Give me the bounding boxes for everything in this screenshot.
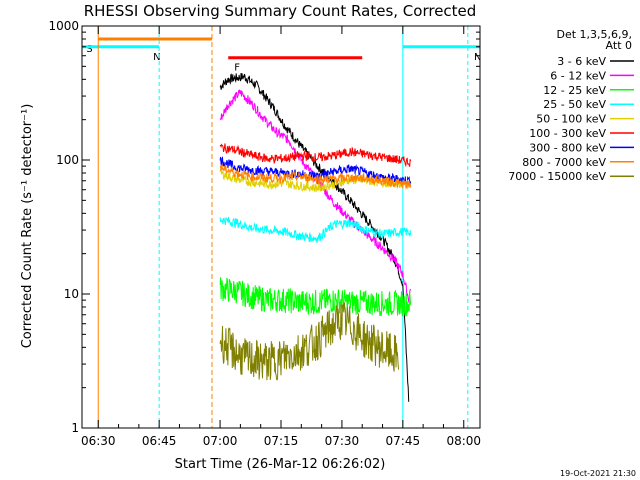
x-tick-label: 07:15 [264,434,299,448]
attenuator-bars: S N N F [82,26,481,428]
y-tick-label: 1 [71,421,79,435]
legend-label: 25 - 50 keV [543,98,606,111]
legend-label: 800 - 7000 keV [522,156,606,169]
series-line-8 [219,163,412,190]
series-line-9 [219,302,399,381]
legend-label: 12 - 25 keV [543,84,606,97]
state-label-F: F [234,63,240,74]
legend-label: 300 - 800 keV [529,141,606,154]
series-lines [219,73,412,402]
x-axis-label: Start Time (26-Mar-12 06:26:02) [175,457,386,472]
series-line-2 [219,89,412,303]
legend-label: 100 - 300 keV [529,127,606,140]
x-tick-label: 07:45 [386,434,421,448]
state-label-S: S [86,44,92,55]
y-tick-label: 100 [56,153,79,167]
chart-title: RHESSI Observing Summary Count Rates, Co… [84,2,477,20]
x-tick-label: 06:30 [81,434,116,448]
y-axis-label: Corrected Count Rate (s⁻¹ detector⁻¹) [20,104,35,349]
legend-title: Att 0 [606,39,632,52]
series-line-3 [219,277,412,318]
x-tick-label: 07:00 [203,434,238,448]
x-tick-label: 08:00 [446,434,481,448]
legend-label: 3 - 6 keV [557,55,606,68]
x-tick-label: 06:45 [142,434,177,448]
legend-label: 50 - 100 keV [536,113,606,126]
y-tick-label: 1000 [48,19,79,33]
y-tick-label: 10 [64,287,79,301]
x-tick-label: 07:30 [325,434,360,448]
legend-title: Det 1,3,5,6,9, [556,28,632,41]
legend-label: 7000 - 15000 keV [508,170,606,183]
axes: 1 10 100 1000 06:30 06:45 07:00 07:15 07:30 07:45… [48,19,481,448]
series-line-1 [219,73,410,402]
state-label-N: N [474,52,481,63]
series-line-4 [219,216,412,244]
legend-label: 6 - 12 keV [550,69,606,82]
state-label-N: N [153,52,160,63]
timestamp: 19-Oct-2021 21:30 [560,469,636,478]
series-line-6 [219,143,412,168]
